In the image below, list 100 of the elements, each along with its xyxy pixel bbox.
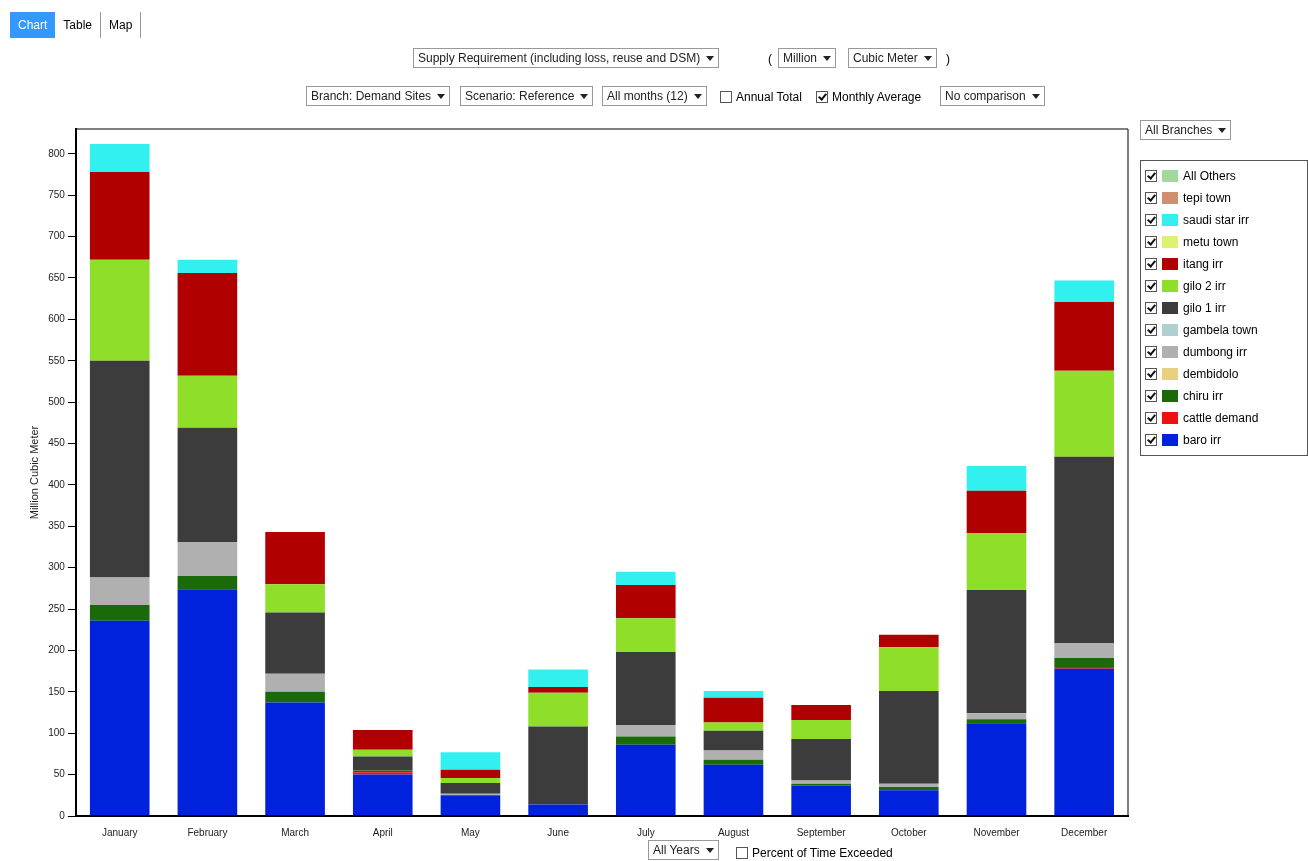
bar (791, 705, 851, 720)
bar (703, 750, 764, 760)
x-tick-label: May (460, 826, 480, 838)
bar (615, 571, 676, 586)
bar (265, 673, 325, 692)
x-tick-label: August (717, 826, 750, 838)
legend-label: chiru irr (1183, 389, 1224, 403)
bar (352, 749, 413, 757)
legend-label: dumbong irr (1183, 345, 1248, 359)
bar (879, 691, 939, 784)
bar (177, 575, 238, 590)
x-tick-label: March (281, 826, 309, 838)
legend-label: saudi star irr (1183, 213, 1250, 227)
legend-label: metu town (1183, 235, 1239, 249)
bar (440, 777, 501, 783)
y-tick-label: 750 (48, 188, 66, 200)
bar (615, 618, 676, 653)
y-tick-label: 450 (48, 437, 66, 449)
legend-label: dembidolo (1183, 367, 1239, 381)
bar (89, 577, 150, 605)
bar (265, 612, 325, 674)
legend-label: tepi town (1183, 191, 1232, 205)
legend-label: All Others (1183, 169, 1236, 183)
bar (265, 691, 325, 703)
bar (791, 739, 851, 781)
bar (879, 787, 939, 791)
bar (703, 764, 764, 816)
bar (89, 259, 150, 361)
y-tick-label: 350 (48, 520, 66, 532)
bar (177, 273, 238, 376)
text: Scenario: Reference (465, 89, 575, 103)
text: Cubic Meter (853, 51, 918, 65)
y-tick-label: 300 (48, 561, 66, 573)
bar (440, 769, 501, 778)
text: Monthly Average (832, 90, 922, 104)
bar (89, 620, 150, 816)
bar (703, 697, 764, 723)
bar (177, 589, 238, 816)
legend-label: gilo 2 irr (1183, 279, 1226, 293)
bar (89, 604, 150, 621)
bar (1054, 301, 1114, 371)
bar (528, 692, 588, 727)
bar (265, 532, 325, 585)
bar (265, 584, 325, 613)
bar (966, 723, 1027, 816)
y-tick-label: 200 (48, 644, 66, 656)
x-tick-label: February (187, 826, 228, 838)
legend-label: itang irr (1183, 257, 1224, 271)
bar (440, 752, 501, 770)
bar (615, 724, 676, 737)
text: All Years (653, 843, 700, 857)
bar (528, 669, 588, 687)
y-tick-label: 800 (48, 147, 66, 159)
y-tick-label: 650 (48, 271, 66, 283)
bar (1054, 668, 1114, 816)
x-tick-label: April (372, 826, 393, 838)
bar (1054, 456, 1114, 644)
y-tick-label: 50 (53, 768, 66, 780)
x-tick-label: June (547, 826, 570, 838)
y-tick-label: 550 (48, 354, 66, 366)
text: Chart (10, 12, 56, 38)
text: ( (768, 52, 772, 66)
bar (615, 585, 676, 619)
bar (791, 785, 851, 816)
x-tick-label: November (973, 826, 1021, 838)
bar (1054, 643, 1114, 658)
y-tick-label: 500 (48, 395, 66, 407)
bar (177, 427, 238, 543)
bar (879, 634, 939, 648)
y-tick-label: 400 (48, 478, 66, 490)
bar (528, 686, 588, 693)
text: ) (946, 52, 950, 66)
y-tick-label: 700 (48, 230, 66, 242)
bar (89, 360, 150, 578)
bar (177, 542, 238, 576)
bar (1054, 657, 1114, 668)
text: All months (12) (607, 89, 688, 103)
text: Map (101, 12, 142, 38)
bar (966, 465, 1027, 491)
bar (89, 172, 150, 260)
bar (703, 691, 764, 698)
bar (615, 652, 676, 725)
text: Million (783, 51, 818, 65)
text: Table (55, 12, 102, 38)
text: All Branches (1145, 123, 1213, 137)
bar (966, 490, 1027, 533)
bar (1054, 370, 1114, 457)
bar (879, 647, 939, 692)
bar (791, 719, 851, 740)
x-tick-label: October (891, 826, 928, 838)
bar (352, 756, 413, 771)
bar (1054, 280, 1114, 302)
legend-label: cattle demand (1183, 411, 1259, 425)
text: Annual Total (736, 90, 802, 104)
bar (352, 729, 413, 750)
x-tick-label: September (796, 826, 847, 838)
bar (265, 702, 325, 816)
bar (703, 730, 764, 751)
bar (615, 736, 676, 745)
bar (615, 744, 676, 816)
